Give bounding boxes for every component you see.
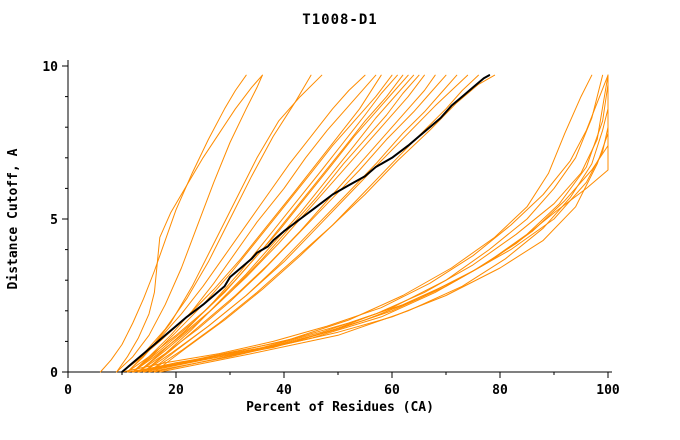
series-prediction-01 (99, 74, 247, 373)
y-tick-label: 10 (42, 60, 58, 75)
x-tick-label: 0 (64, 383, 72, 398)
series-prediction-12 (132, 74, 409, 373)
series-prediction-29 (153, 74, 604, 373)
x-axis-label: Percent of Residues (CA) (246, 400, 434, 415)
series-prediction-28 (137, 74, 593, 373)
x-tick-label: 40 (276, 383, 292, 398)
series-prediction-08 (121, 74, 382, 373)
x-tick-label: 60 (384, 383, 400, 398)
series-prediction-02 (116, 74, 263, 373)
series-prediction-27 (148, 74, 609, 373)
series-prediction-04 (126, 74, 323, 373)
series-prediction-26 (132, 74, 609, 373)
series-prediction-20 (153, 74, 479, 373)
series-prediction-30 (121, 74, 609, 373)
series-prediction-17 (137, 74, 447, 373)
x-tick-label: 20 (168, 383, 184, 398)
series-prediction-07 (132, 74, 377, 373)
series-prediction-15 (132, 74, 425, 373)
series-prediction-09 (132, 74, 393, 373)
series-highlighted-model (121, 74, 491, 373)
series-prediction-06 (126, 74, 366, 373)
chart-title: T1008-D1 (302, 12, 378, 28)
series-prediction-14 (137, 74, 420, 373)
series-prediction-23 (137, 74, 609, 373)
x-tick-label: 100 (596, 383, 620, 398)
series-prediction-31 (159, 74, 609, 373)
series-prediction-10 (137, 74, 398, 373)
series-prediction-22 (132, 74, 609, 373)
y-tick-label: 5 (50, 213, 58, 228)
series-prediction-21 (148, 74, 496, 373)
series-prediction-03 (121, 74, 312, 373)
x-tick-label: 80 (492, 383, 508, 398)
series-prediction-19 (143, 74, 469, 373)
series-prediction-11 (126, 74, 404, 373)
series-prediction-18 (148, 74, 458, 373)
series-prediction-16 (143, 74, 436, 373)
series-prediction-05 (116, 74, 263, 373)
y-tick-label: 0 (50, 366, 58, 381)
